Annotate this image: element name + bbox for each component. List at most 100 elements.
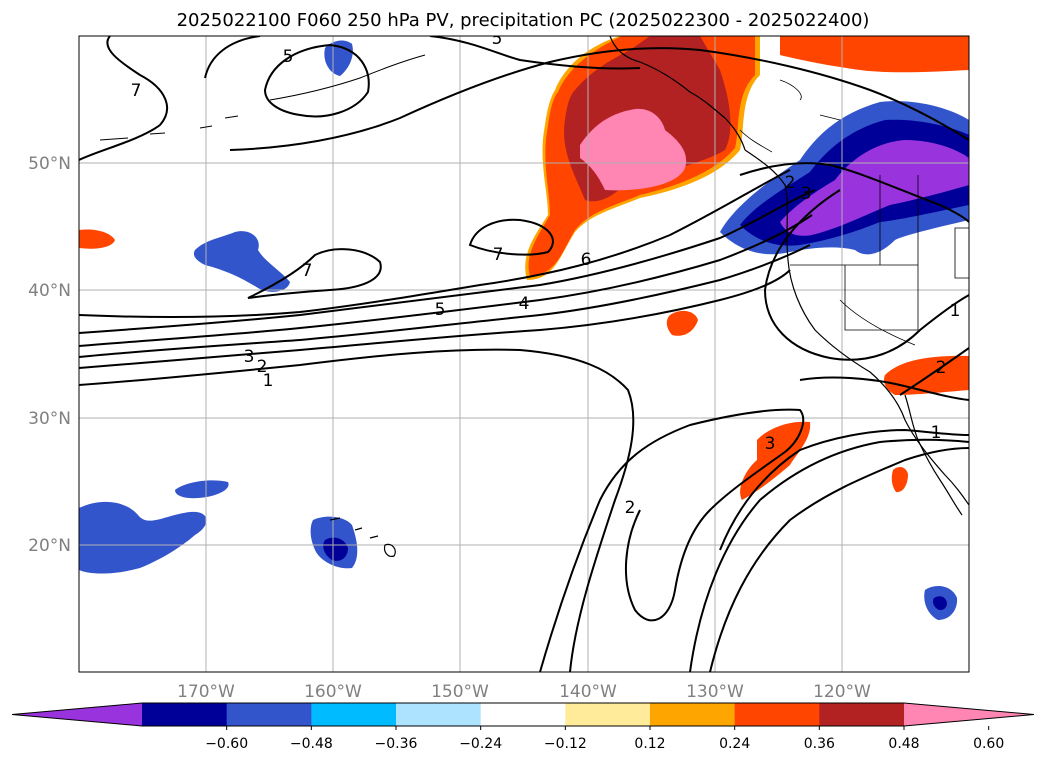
pv-contour-labels: 7 5 5 7 7 6 5 4 3 2 1 2 3 1 2 1 2 3 xyxy=(131,29,961,518)
contour-label: 2 xyxy=(625,498,636,518)
pv-contour-5-north xyxy=(204,36,641,79)
baja-positive-area xyxy=(891,466,908,493)
lon-tick-label: 150°W xyxy=(431,682,489,702)
contour-label: 6 xyxy=(581,250,592,270)
gridlines xyxy=(79,36,969,672)
map-frame xyxy=(78,35,970,673)
contour-label: 7 xyxy=(302,261,313,281)
contour-label: 2 xyxy=(257,357,268,377)
hawaiian-islands xyxy=(329,517,396,557)
pnw-negative-purple xyxy=(780,140,969,236)
contour-label: 3 xyxy=(801,184,812,204)
colorbar-tick-label: 0.36 xyxy=(804,736,835,752)
north-america-west-coastline xyxy=(744,149,969,506)
mexico-negative-core xyxy=(932,596,947,611)
pv-contour-2 xyxy=(79,269,791,369)
west-pacific-negative-area-b xyxy=(175,480,229,499)
colorbar-segment xyxy=(226,703,312,726)
hawaii-negative-core xyxy=(323,537,348,561)
colorbar-tick-label: −0.12 xyxy=(544,736,587,752)
lat-tick-labels: 50°N 40°N 30°N 20°N xyxy=(28,154,71,556)
lat-tick-label: 30°N xyxy=(28,409,71,429)
precip-negative-areas xyxy=(79,40,969,620)
pv-contour-5-aleutian xyxy=(263,43,370,118)
aleutian-islands xyxy=(99,54,426,141)
pv-contour-1-east xyxy=(799,376,969,401)
lat-tick-label: 40°N xyxy=(28,281,71,301)
colorbar-outline xyxy=(11,702,1035,727)
colorbar-tick-label: 0.24 xyxy=(719,736,750,752)
pv-contours xyxy=(79,36,969,672)
lon-tick-labels: 170°W 160°W 150°W 140°W 130°W 120°W xyxy=(177,682,871,702)
contour-label: 5 xyxy=(283,47,294,67)
pv-contour-ridge-3 xyxy=(719,428,969,551)
pv-contour-1-inland xyxy=(763,189,969,361)
contour-label: 5 xyxy=(435,300,446,320)
contour-label: 3 xyxy=(244,347,255,367)
pv-contour-7-north xyxy=(79,36,169,161)
colorbar-extend-high xyxy=(904,703,1034,726)
pv-contour-3 xyxy=(79,244,811,358)
lon-tick-label: 120°W xyxy=(813,682,871,702)
contour-label: 4 xyxy=(519,294,530,314)
pv-contour-ridge-1 xyxy=(689,438,969,672)
contour-label: 3 xyxy=(765,434,776,454)
colorbar-segment xyxy=(819,703,905,726)
pv-contour-5 xyxy=(79,189,816,334)
coastlines xyxy=(99,36,969,557)
contour-label: 1 xyxy=(950,301,961,321)
pv-contour-4 xyxy=(79,214,813,347)
pnw-north-positive-area xyxy=(780,36,969,73)
contour-label: 2 xyxy=(936,358,947,378)
pv-contour-ridge-2 xyxy=(709,447,969,672)
offshore-blob-b xyxy=(740,421,811,500)
contour-label: 2 xyxy=(785,173,796,193)
lat-tick-label: 50°N xyxy=(28,154,71,174)
pv-contour-ridge-east xyxy=(739,162,969,223)
colorbar-segment xyxy=(396,703,482,726)
figure-title: 2025022100 F060 250 hPa PV, precipitatio… xyxy=(177,10,870,31)
offshore-blob-a xyxy=(666,310,698,336)
alaska-pink-core xyxy=(580,108,687,191)
colorbar-tick-label: −0.60 xyxy=(205,736,248,752)
dateline-positive-area xyxy=(79,229,115,249)
colorbar-segment xyxy=(734,703,820,726)
colorbar-tick-label: −0.36 xyxy=(375,736,418,752)
colorbar-segment xyxy=(565,703,651,726)
contour-label: 1 xyxy=(263,371,274,391)
hawaii-west-negative-area xyxy=(193,231,290,292)
pv-contour-7a xyxy=(247,248,382,299)
contour-label: 7 xyxy=(493,245,504,265)
pv-contour-2-socal xyxy=(899,347,969,396)
us-state-borders xyxy=(790,175,969,346)
lon-tick-label: 130°W xyxy=(686,682,744,702)
map-area: 7 5 5 7 7 6 5 4 3 2 1 2 3 1 2 1 2 3 xyxy=(79,29,969,672)
baja-coastline xyxy=(904,394,963,516)
colorbar-segment xyxy=(650,703,736,726)
colorbar-tick-label: 0.48 xyxy=(888,736,919,752)
colorbar-tick-label: −0.24 xyxy=(459,736,502,752)
colorbar-tick-label: 0.12 xyxy=(634,736,665,752)
lat-tick-label: 20°N xyxy=(28,536,71,556)
precip-positive-areas xyxy=(79,36,969,500)
colorbar-segment xyxy=(142,703,228,726)
colorbar-extend-low xyxy=(12,703,142,726)
contour-label: 1 xyxy=(931,423,942,443)
lon-tick-label: 170°W xyxy=(177,682,235,702)
west-pacific-negative-area xyxy=(79,501,207,574)
alaska-coastline xyxy=(609,36,746,151)
pv-contour-high-north xyxy=(229,47,969,151)
contour-label: 5 xyxy=(492,29,503,49)
colorbar: −0.60 −0.48 −0.36 −0.24 −0.12 0.12 0.24 0.36 0.4… xyxy=(11,702,1035,752)
pv-contour-7b xyxy=(468,218,554,256)
contour-label: 7 xyxy=(131,81,142,101)
lon-tick-label: 140°W xyxy=(559,682,617,702)
colorbar-tick-label: 0.60 xyxy=(973,736,1004,752)
colorbar-tick-label: −0.48 xyxy=(290,736,333,752)
lon-tick-label: 160°W xyxy=(304,682,362,702)
pv-contour-2-trough xyxy=(539,408,805,672)
canada-rockies-border xyxy=(739,79,841,153)
colorbar-segment xyxy=(311,703,397,726)
pv-contour-1 xyxy=(79,348,635,672)
